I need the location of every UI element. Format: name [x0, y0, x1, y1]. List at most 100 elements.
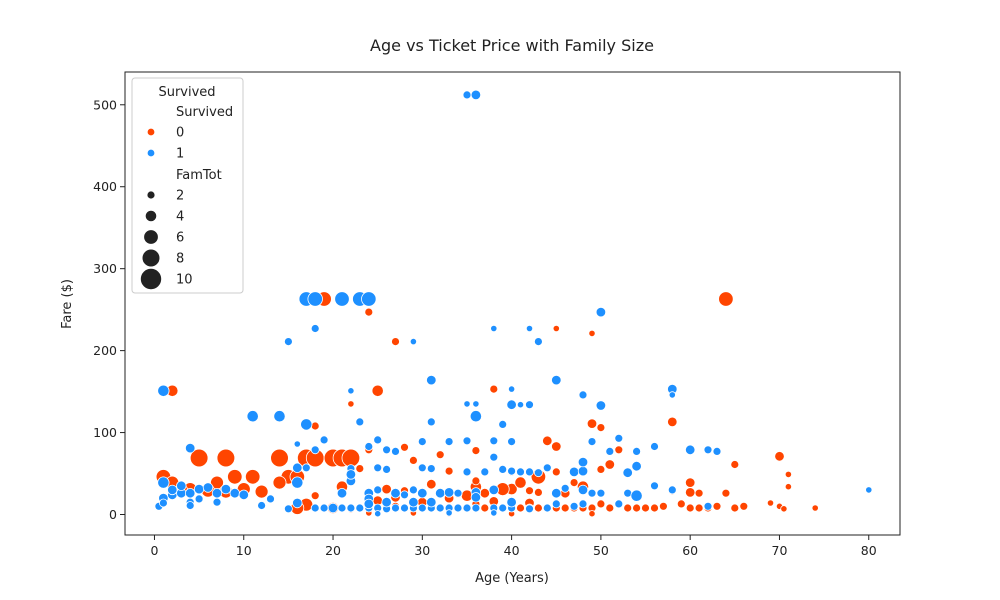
data-point-survived-1 [426, 497, 437, 508]
points-layer [154, 89, 873, 518]
y-axis: 0 100 200 300 400 500 [93, 97, 125, 522]
data-point-survived-1 [498, 464, 508, 474]
data-point-survived-1 [865, 486, 873, 494]
legend-size-marker [146, 190, 156, 200]
data-point-survived-1 [435, 503, 445, 513]
data-point-survived-1 [577, 484, 589, 496]
data-point-survived-1 [293, 440, 301, 448]
data-point-survived-1 [220, 483, 232, 495]
data-point-survived-1 [568, 466, 580, 478]
data-point-survived-1 [167, 484, 178, 496]
y-axis-label: Fare ($) [60, 279, 75, 329]
data-point-survived-0 [227, 469, 243, 485]
data-point-survived-0 [435, 450, 445, 460]
data-point-survived-0 [189, 448, 209, 468]
data-point-survived-1 [630, 489, 643, 502]
data-point-survived-1 [310, 324, 320, 333]
data-point-survived-0 [514, 476, 527, 489]
data-point-survived-1 [361, 291, 377, 307]
data-point-survived-0 [685, 487, 696, 498]
data-point-survived-1 [426, 464, 436, 474]
data-point-survived-1 [507, 466, 517, 476]
data-point-survived-0 [270, 448, 289, 468]
data-point-survived-0 [730, 503, 740, 513]
data-point-survived-1 [345, 469, 357, 480]
data-point-survived-0 [400, 442, 409, 452]
data-point-survived-1 [158, 498, 168, 508]
data-point-survived-1 [489, 452, 499, 462]
data-point-survived-1 [409, 337, 417, 346]
data-point-survived-1 [202, 482, 214, 493]
data-point-survived-1 [417, 463, 427, 473]
y-tick-label: 100 [93, 425, 117, 440]
data-point-survived-1 [551, 488, 562, 499]
legend-hue-marker [146, 148, 156, 158]
x-tick-label: 10 [236, 543, 252, 558]
data-point-survived-1 [266, 494, 275, 504]
data-point-survived-1 [291, 476, 304, 489]
data-point-survived-1 [596, 488, 606, 498]
data-point-survived-1 [631, 461, 642, 472]
data-point-survived-1 [301, 463, 311, 473]
data-point-survived-1 [176, 480, 187, 492]
data-point-survived-1 [246, 410, 259, 423]
data-point-survived-0 [774, 451, 785, 462]
data-point-survived-0 [784, 483, 793, 491]
data-point-survived-1 [534, 468, 543, 478]
data-point-survived-0 [471, 476, 481, 486]
legend-hue-label: 1 [176, 147, 184, 162]
data-point-survived-0 [426, 479, 437, 490]
data-point-survived-0 [364, 307, 374, 317]
data-point-survived-0 [551, 441, 562, 452]
data-point-survived-1 [490, 509, 498, 517]
data-point-survived-1 [382, 445, 392, 455]
data-point-survived-1 [453, 488, 463, 498]
data-point-survived-1 [542, 503, 552, 513]
data-point-survived-1 [273, 410, 286, 423]
data-point-survived-1 [623, 488, 633, 498]
data-point-survived-1 [374, 510, 382, 518]
data-point-survived-1 [283, 337, 293, 347]
data-point-survived-1 [650, 481, 659, 491]
data-point-survived-1 [470, 492, 482, 503]
x-axis: 0 10 20 30 40 50 60 70 80 [150, 535, 877, 558]
data-point-survived-1 [212, 497, 222, 507]
data-point-survived-1 [462, 90, 472, 100]
data-point-survived-1 [525, 324, 534, 333]
data-point-survived-0 [588, 510, 596, 518]
data-point-survived-1 [577, 465, 589, 477]
data-point-survived-1 [334, 291, 350, 307]
data-point-survived-1 [703, 501, 713, 511]
data-point-survived-0 [604, 459, 616, 470]
legend-size-entries: 2 4 6 8 10 [139, 189, 193, 290]
data-point-survived-1 [534, 337, 543, 347]
y-tick-label: 200 [93, 343, 117, 358]
y-tick-label: 500 [93, 97, 117, 112]
data-point-survived-0 [355, 464, 365, 474]
data-point-survived-1 [525, 504, 534, 514]
data-point-survived-1 [560, 483, 570, 493]
legend-hue-title: Survived [176, 105, 233, 120]
data-point-survived-1 [507, 385, 516, 393]
legend-size-marker [144, 209, 158, 223]
data-point-survived-1 [569, 501, 579, 511]
data-point-survived-0 [371, 384, 384, 397]
data-point-survived-1 [578, 499, 588, 509]
legend-title: Survived [158, 85, 215, 100]
data-point-survived-1 [337, 503, 347, 513]
data-point-survived-1 [453, 503, 463, 513]
data-point-survived-0 [534, 503, 543, 513]
data-point-survived-0 [739, 501, 749, 511]
data-point-survived-0 [480, 503, 490, 513]
data-point-survived-1 [712, 446, 722, 456]
data-point-survived-1 [238, 489, 250, 501]
data-point-survived-0 [534, 487, 543, 497]
data-point-survived-1 [577, 456, 589, 468]
data-point-survived-0 [641, 503, 650, 513]
data-point-survived-0 [650, 503, 659, 513]
data-point-survived-0 [811, 504, 819, 512]
plot-area [124, 71, 901, 536]
data-point-survived-1 [435, 488, 446, 499]
